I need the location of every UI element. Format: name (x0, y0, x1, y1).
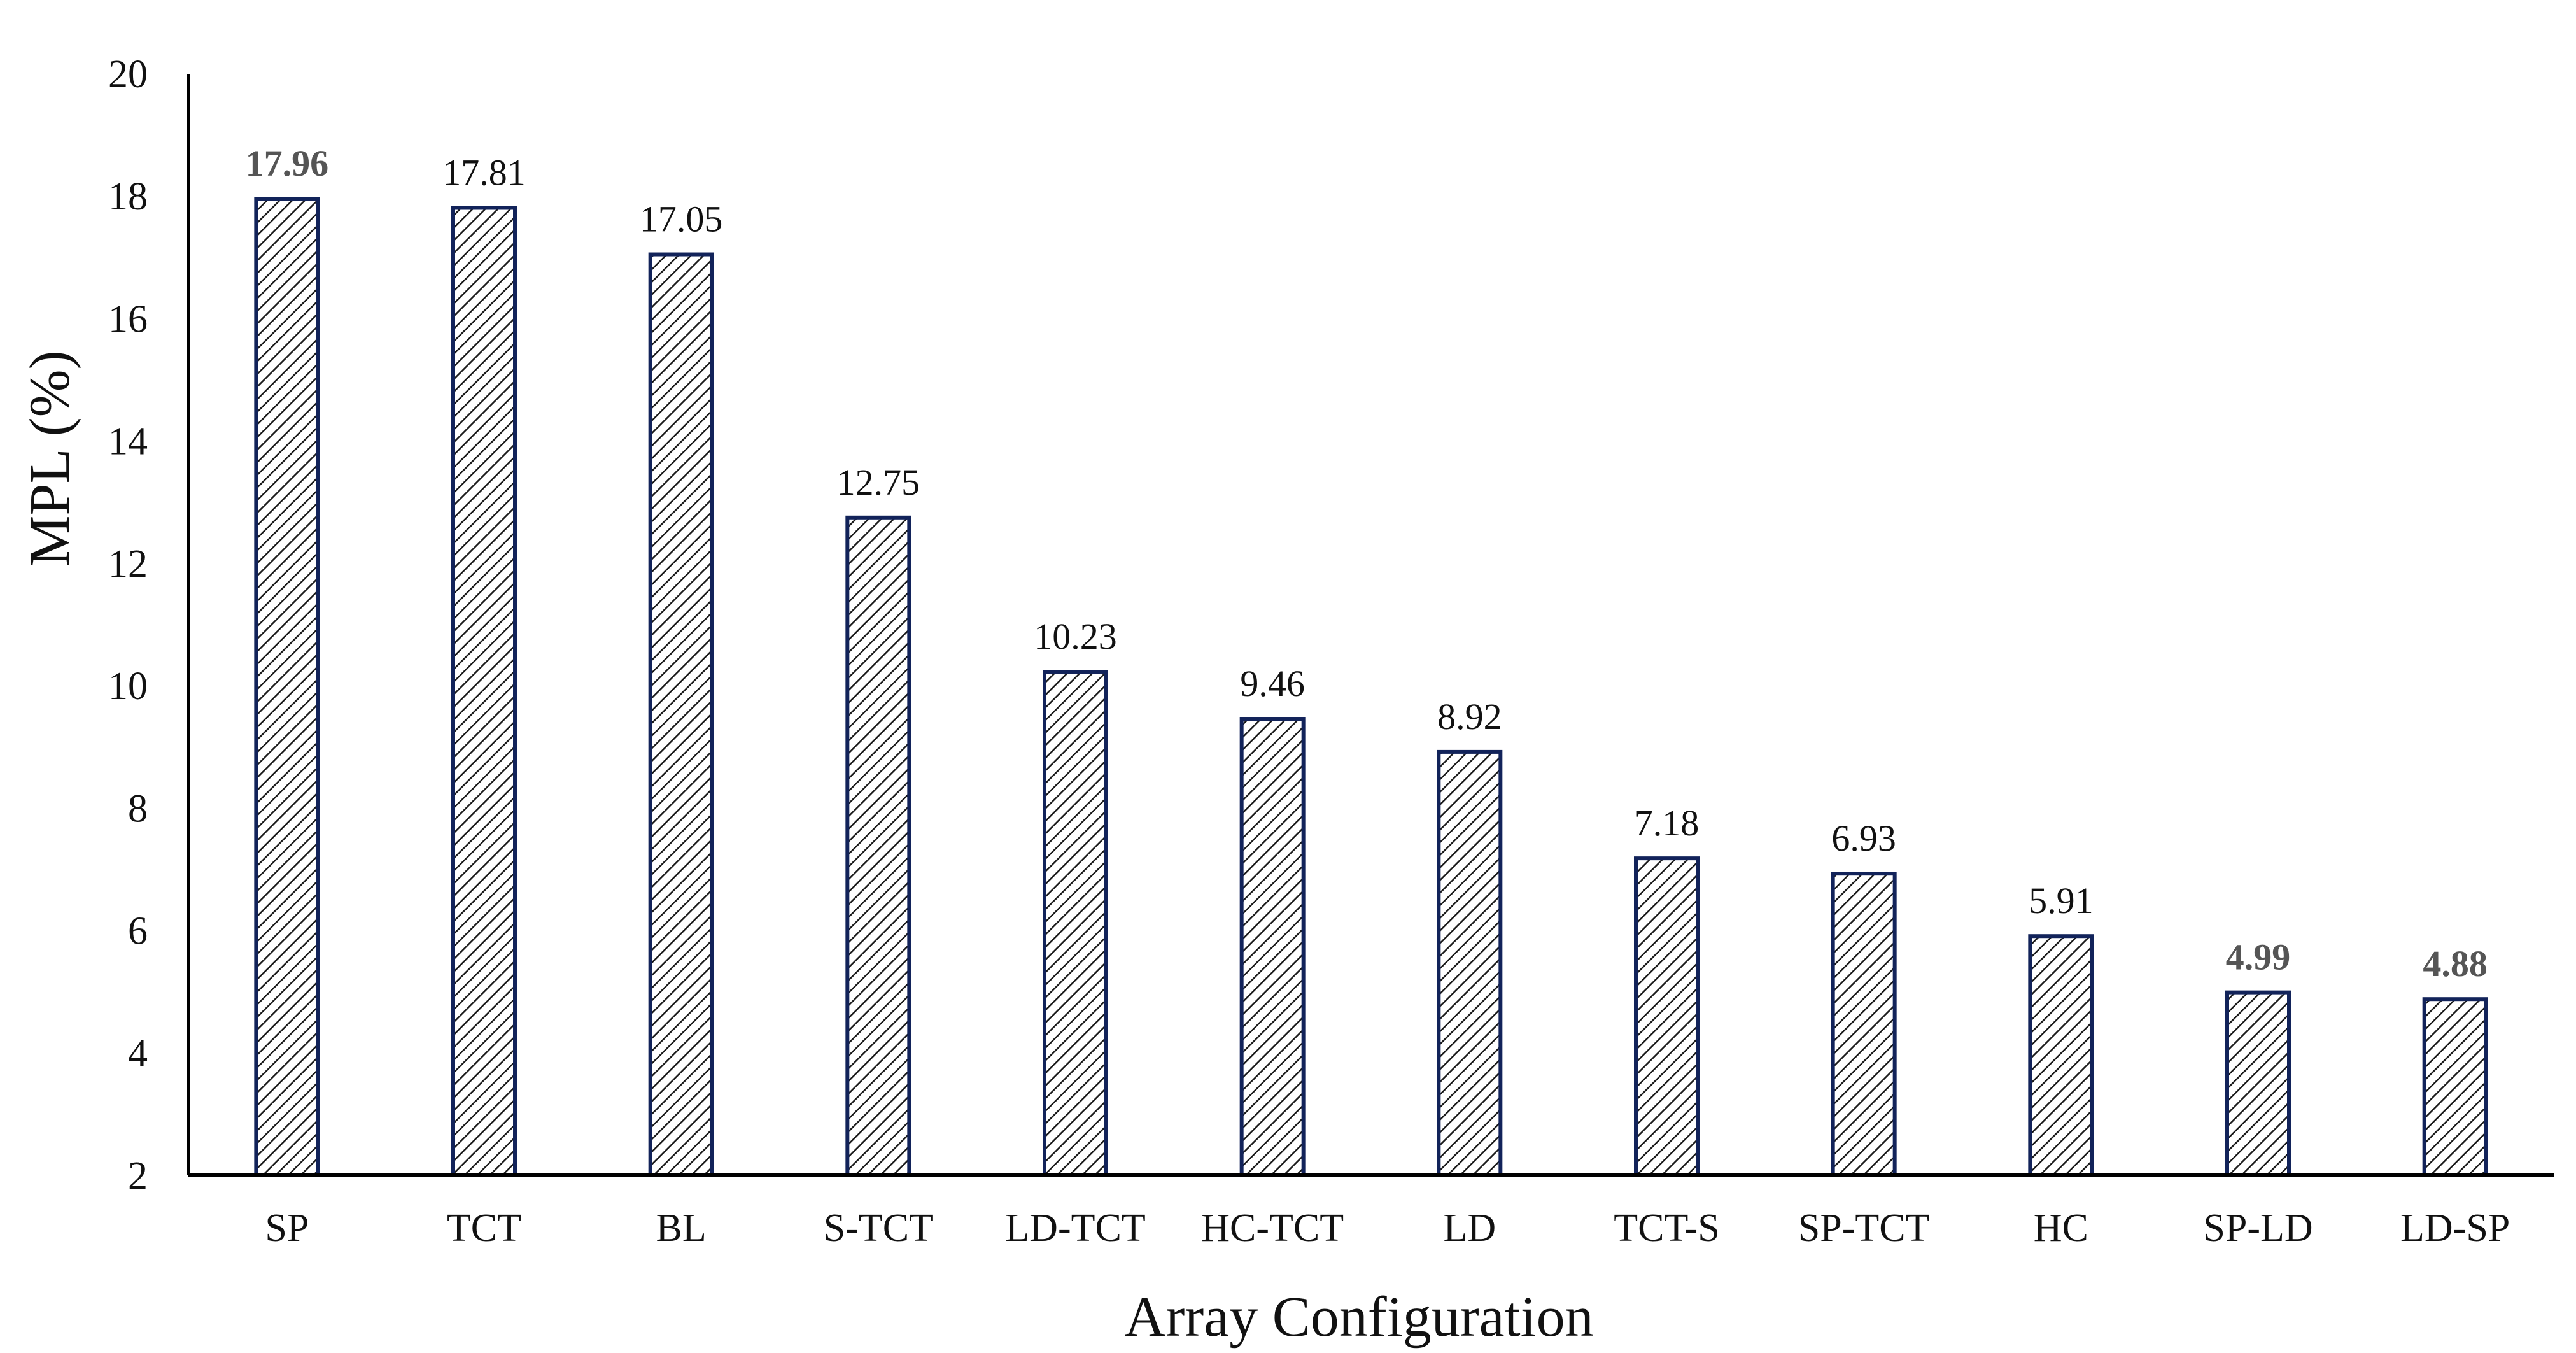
value-label: 7.18 (1635, 802, 1700, 844)
y-tick-label: 20 (108, 53, 148, 96)
value-label: 8.92 (1437, 696, 1502, 737)
value-label: 5.91 (2029, 880, 2094, 921)
bar-hc-tct (1239, 717, 1306, 1177)
y-tick-label: 8 (128, 787, 148, 830)
bar-hc (2028, 934, 2094, 1177)
bar-bl (648, 252, 714, 1177)
y-tick-label: 10 (108, 665, 148, 708)
y-tick-label: 6 (128, 910, 148, 953)
bar-tct (451, 206, 517, 1178)
x-tick-label: LD-SP (2400, 1207, 2510, 1250)
x-tick-label: TCT-S (1614, 1207, 1720, 1250)
y-tick-label: 2 (128, 1154, 148, 1198)
x-tick-label: BL (656, 1207, 707, 1250)
value-label: 10.23 (1034, 616, 1117, 657)
y-tick-label: 16 (108, 297, 148, 341)
bar-ld-tct (1043, 670, 1108, 1178)
category-labels-group: SP TCT BL S-TCT LD-TCT HC-TCT LD TCT-S SP-TCT HC S… (265, 1207, 2510, 1250)
x-tick-label: SP (265, 1207, 309, 1250)
value-label: 6.93 (1831, 818, 1896, 859)
y-axis-ticks: 2 4 6 8 10 12 14 16 18 20 (108, 53, 148, 1198)
bar-ld (1437, 749, 1503, 1177)
value-label: 17.81 (442, 152, 526, 193)
bar-tct-s (1634, 856, 1700, 1177)
bar-sp (254, 197, 320, 1178)
x-tick-label: LD-TCT (1005, 1207, 1145, 1250)
x-tick-label: HC (2034, 1207, 2088, 1250)
y-axis-title: MPL (%) (18, 350, 81, 566)
bar-ld-sp (2422, 997, 2488, 1177)
value-label: 9.46 (1240, 663, 1305, 704)
x-axis-title: Array Configuration (1124, 1286, 1593, 1349)
y-tick-label: 4 (128, 1032, 148, 1075)
y-tick-label: 18 (108, 175, 148, 218)
value-labels-group: 17.96 17.81 17.05 12.75 10.23 9.46 8.92 7.18 6.9… (246, 143, 2488, 984)
x-tick-label: HC-TCT (1201, 1207, 1344, 1250)
x-tick-label: SP-LD (2203, 1207, 2312, 1250)
value-label: 12.75 (837, 462, 920, 503)
value-label: 17.05 (640, 199, 723, 240)
bar-sp-tct (1831, 872, 1897, 1178)
bar-s-tct (845, 515, 911, 1177)
bars-group (254, 197, 2488, 1178)
value-label: 4.99 (2226, 937, 2291, 978)
value-label: 17.96 (246, 143, 329, 184)
y-tick-label: 14 (108, 420, 148, 464)
x-tick-label: S-TCT (824, 1207, 933, 1250)
bar-sp-ld (2225, 990, 2291, 1178)
x-tick-label: SP-TCT (1798, 1207, 1930, 1250)
x-tick-label: LD (1444, 1207, 1496, 1250)
x-tick-label: TCT (447, 1207, 521, 1250)
y-tick-label: 12 (108, 542, 148, 586)
value-label: 4.88 (2423, 943, 2488, 984)
